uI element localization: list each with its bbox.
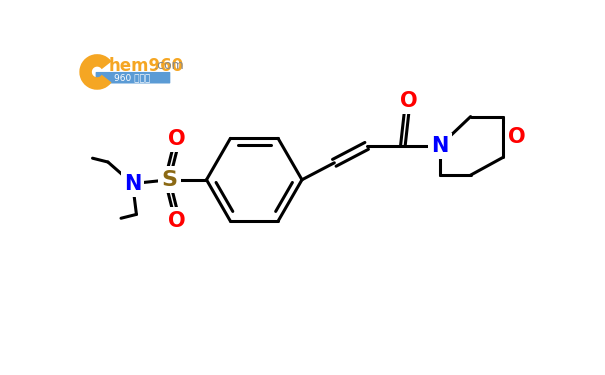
Text: S: S: [162, 170, 177, 190]
Text: O: O: [168, 210, 186, 231]
Text: hem960: hem960: [109, 57, 184, 75]
Text: O: O: [168, 129, 186, 149]
Text: O: O: [400, 91, 418, 111]
Text: O: O: [508, 127, 526, 147]
Text: N: N: [431, 136, 448, 156]
Text: N: N: [124, 174, 141, 194]
FancyBboxPatch shape: [96, 72, 171, 84]
Text: .com: .com: [154, 59, 184, 72]
Text: 960 化工网: 960 化工网: [114, 73, 151, 82]
